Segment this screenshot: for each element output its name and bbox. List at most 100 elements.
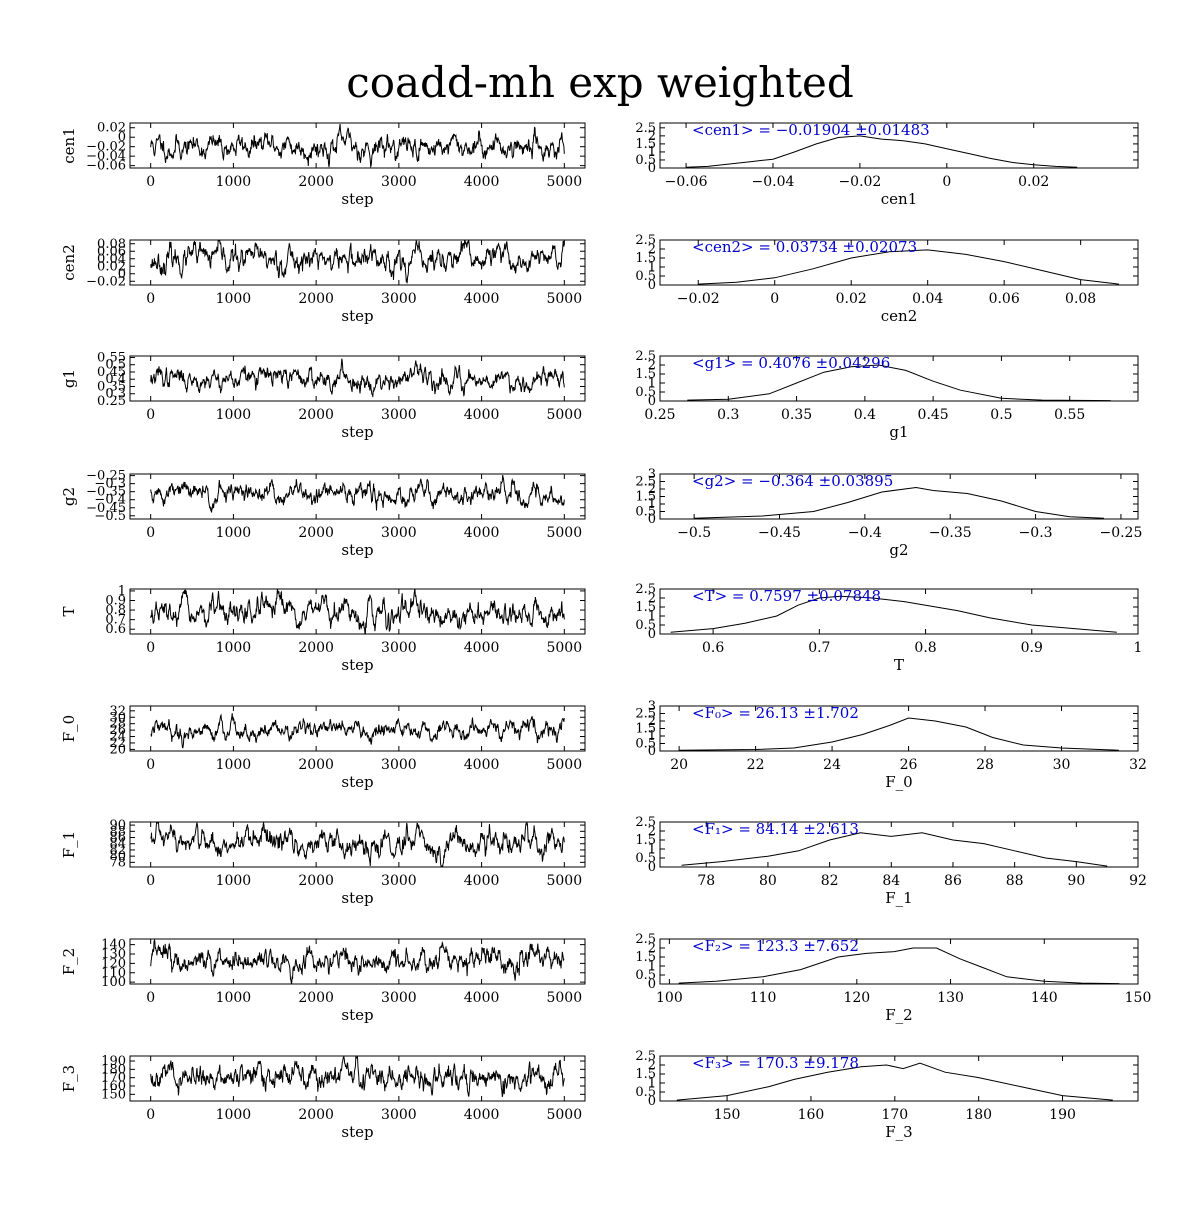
trace-line [150,713,565,749]
x-tick-label: 5000 [546,525,582,541]
y-tick-label: 0.55 [97,350,126,365]
y-tick-label: −0.45 [86,501,126,516]
trace-line [150,474,565,513]
y-tick-label: 1.5 [635,722,656,737]
x-tick-label: 0 [942,174,951,190]
y-axis-label: cen2 [60,244,78,280]
x-tick-label: −0.25 [1099,525,1142,541]
y-tick-label: −0.25 [86,469,126,484]
trace-line [150,123,565,169]
y-tick-label: 3 [648,699,656,714]
y-tick-label: 150 [101,1087,126,1102]
y-tick-label: 1 [648,497,656,512]
x-tick-label: 2000 [298,640,334,656]
histogram-panel-f_2: 100 110 120 130 140 150 00.511.522.5 F_2 <F₂> = … [635,932,1151,1024]
y-tick-label: 0.4 [105,372,126,387]
x-tick-label: 20 [670,757,688,773]
x-tick-label: 0.04 [912,291,943,307]
y-tick-label: 2 [648,482,656,497]
x-tick-label: 92 [1129,873,1147,889]
y-tick-label: −0.02 [86,140,126,155]
plot-frame [129,1055,586,1102]
x-tick-label: 30 [1053,757,1071,773]
y-tick-label: 2.5 [635,707,656,722]
y-tick-label: 0 [648,744,656,759]
x-tick-label: 3000 [381,291,417,307]
histogram-line [681,832,1108,867]
x-tick-label: 3000 [381,525,417,541]
x-tick-label: 0.02 [836,291,867,307]
x-tick-label: −0.02 [677,291,720,307]
x-tick-label: −0.35 [929,525,972,541]
y-tick-label: 78 [109,855,126,870]
y-tick-label: 0 [648,394,656,409]
y-tick-label: 86 [109,831,126,846]
y-tick-label: 1 [648,609,656,624]
x-tick-label: 5000 [546,757,582,773]
mean-annotation: <F₃> = 170.3 ±9.178 [692,1054,859,1072]
x-tick-label: 4000 [464,407,500,423]
x-tick-label: 24 [823,757,841,773]
x-axis-label: cen2 [881,307,917,325]
histogram-panel-f_0: 20 22 24 26 28 30 32 00.511.522.53 F_0 <F₀> = 26.… [635,699,1147,791]
x-axis-label: step [341,656,373,674]
x-tick-label: −0.3 [1019,525,1053,541]
y-tick-label: 0.5 [635,385,656,400]
plot-frame [129,938,586,985]
y-tick-label: 1 [648,842,656,857]
x-tick-label: 0 [146,525,155,541]
x-tick-label: 1000 [216,291,252,307]
y-tick-label: 190 [101,1054,126,1069]
y-tick-label: 2.5 [635,815,656,830]
y-tick-label: 24 [109,730,126,745]
plot-frame [129,473,586,520]
x-tick-label: 3000 [381,407,417,423]
y-tick-label: 0.3 [105,387,126,402]
y-tick-label: 0.5 [635,153,656,168]
y-tick-label: 0.7 [105,613,126,628]
y-tick-label: 2 [648,1058,656,1073]
x-tick-label: 1000 [216,640,252,656]
y-tick-label: 32 [109,704,126,719]
x-tick-label: 84 [882,873,900,889]
x-tick-label: 4000 [464,174,500,190]
y-tick-label: 1.5 [635,490,656,505]
x-tick-label: 120 [843,990,870,1006]
plot-frame [659,239,1139,286]
y-tick-label: 0 [648,627,656,642]
x-tick-label: 0.7 [808,640,830,656]
y-tick-label: 0.5 [635,851,656,866]
x-tick-label: 2000 [298,407,334,423]
y-tick-label: 170 [101,1071,126,1086]
x-axis-label: step [341,1123,373,1141]
x-tick-label: 2000 [298,757,334,773]
y-tick-label: 2 [648,941,656,956]
mean-annotation: <g2> = −0.364 ±0.03895 [692,472,893,490]
y-tick-label: −0.35 [86,485,126,500]
y-tick-label: 100 [101,975,126,990]
y-tick-label: 0.5 [635,1085,656,1100]
y-tick-label: 2.5 [635,582,656,597]
y-axis-label: g2 [60,487,78,506]
plot-frame [659,938,1139,985]
y-tick-label: 130 [101,947,126,962]
mean-annotation: <cen2> = 0.03734 ±0.02073 [692,238,917,256]
x-tick-label: 0.06 [989,291,1020,307]
x-tick-label: −0.45 [758,525,801,541]
x-tick-label: 4000 [464,291,500,307]
mean-annotation: <cen1> = −0.01904 ±0.01483 [692,121,930,139]
histogram-line [694,486,1104,519]
mean-annotation: <F₂> = 123.3 ±7.652 [692,937,859,955]
y-tick-label: 0.9 [105,593,126,608]
y-tick-label: 1 [648,959,656,974]
y-tick-label: 0.5 [635,618,656,633]
trace-panel-g1: 0 1000 2000 3000 4000 5000 0.550.50.450.40.350… [60,350,586,441]
x-tick-label: 90 [1067,873,1085,889]
y-tick-label: 90 [109,818,126,833]
y-axis-label: F_3 [60,1065,78,1092]
x-tick-label: 0.6 [702,640,724,656]
x-tick-label: 4000 [464,873,500,889]
x-tick-label: 5000 [546,291,582,307]
plot-frame [129,821,586,868]
